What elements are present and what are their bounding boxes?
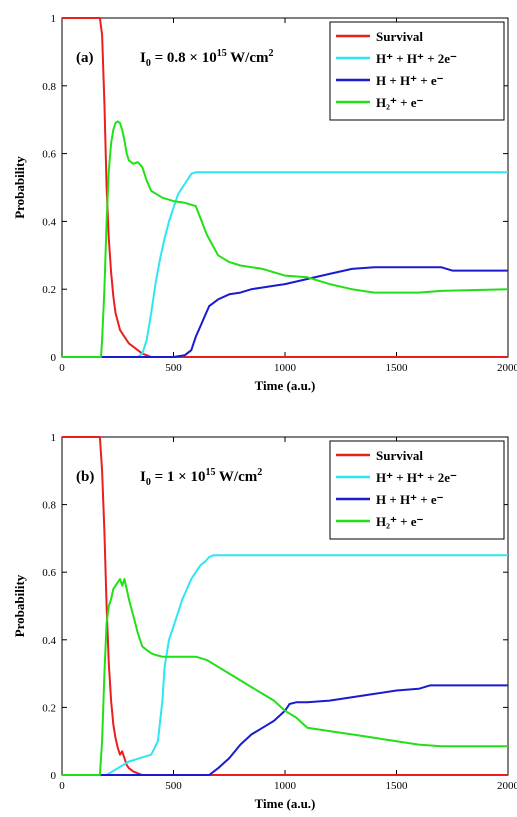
legend-label-1: H⁺ + H⁺ + 2e⁻	[376, 51, 457, 66]
series-line-2	[62, 684, 508, 776]
y-axis-label: Probability	[12, 574, 27, 637]
y-tick-label: 0.2	[42, 702, 56, 714]
x-tick-label: 2000	[497, 780, 517, 792]
legend-box	[329, 440, 505, 540]
series-line-2	[62, 266, 508, 358]
x-tick-label: 1000	[274, 362, 297, 374]
legend-label-3: H₂⁺ + e⁻	[376, 514, 424, 529]
x-tick-label: 500	[165, 780, 182, 792]
intensity-label: I0 = 0.8 × 1015 W/cm2	[140, 48, 274, 69]
y-tick-label: 0	[51, 770, 57, 782]
x-axis-label: Time (a.u.)	[255, 796, 316, 811]
legend-label-0: Survival	[376, 448, 423, 463]
y-tick-label: 0.8	[42, 81, 56, 93]
y-tick-label: 0.2	[42, 284, 56, 296]
series-line-3	[62, 120, 509, 358]
y-tick-label: 0	[51, 352, 57, 364]
y-tick-label: 1	[51, 432, 57, 444]
y-tick-label: 1	[51, 13, 57, 25]
panel-label: (a)	[76, 50, 94, 66]
chart-panel-b: 0 500 1000 1500 2000 0 0.2 0.4 0.6 0.8 1 Time (a.u.…	[12, 432, 517, 811]
y-tick-label: 0.8	[42, 500, 56, 512]
y-tick-label: 0.6	[42, 567, 56, 579]
series-line-1	[62, 171, 508, 358]
legend-label-3: H₂⁺ + e⁻	[376, 95, 424, 110]
chart-panel-a: 0 500 1000 1500 2000 0 0.2 0.4 0.6 0.8 1 Time (a.u.…	[12, 13, 517, 393]
legend-label-2: H + H⁺ + e⁻	[376, 73, 444, 88]
x-axis-label: Time (a.u.)	[255, 378, 316, 393]
intensity-label: I0 = 1 × 1015 W/cm2	[140, 467, 262, 488]
y-tick-label: 0.6	[42, 149, 56, 161]
x-tick-label: 1500	[386, 362, 409, 374]
panel-label: (b)	[76, 469, 94, 485]
legend-box	[329, 21, 505, 121]
series-line-3	[62, 578, 508, 776]
y-axis-label: Probability	[12, 156, 27, 219]
x-tick-label: 0	[59, 362, 65, 374]
x-tick-label: 2000	[497, 362, 517, 374]
x-tick-label: 500	[165, 362, 182, 374]
x-tick-label: 0	[59, 780, 65, 792]
x-tick-label: 1500	[386, 780, 409, 792]
y-tick-label: 0.4	[42, 216, 56, 228]
x-tick-label: 1000	[274, 780, 297, 792]
legend-label-2: H + H⁺ + e⁻	[376, 492, 444, 507]
legend-label-0: Survival	[376, 29, 423, 44]
legend-label-1: H⁺ + H⁺ + 2e⁻	[376, 470, 457, 485]
series-line-1	[62, 554, 508, 776]
y-tick-label: 0.4	[42, 635, 56, 647]
